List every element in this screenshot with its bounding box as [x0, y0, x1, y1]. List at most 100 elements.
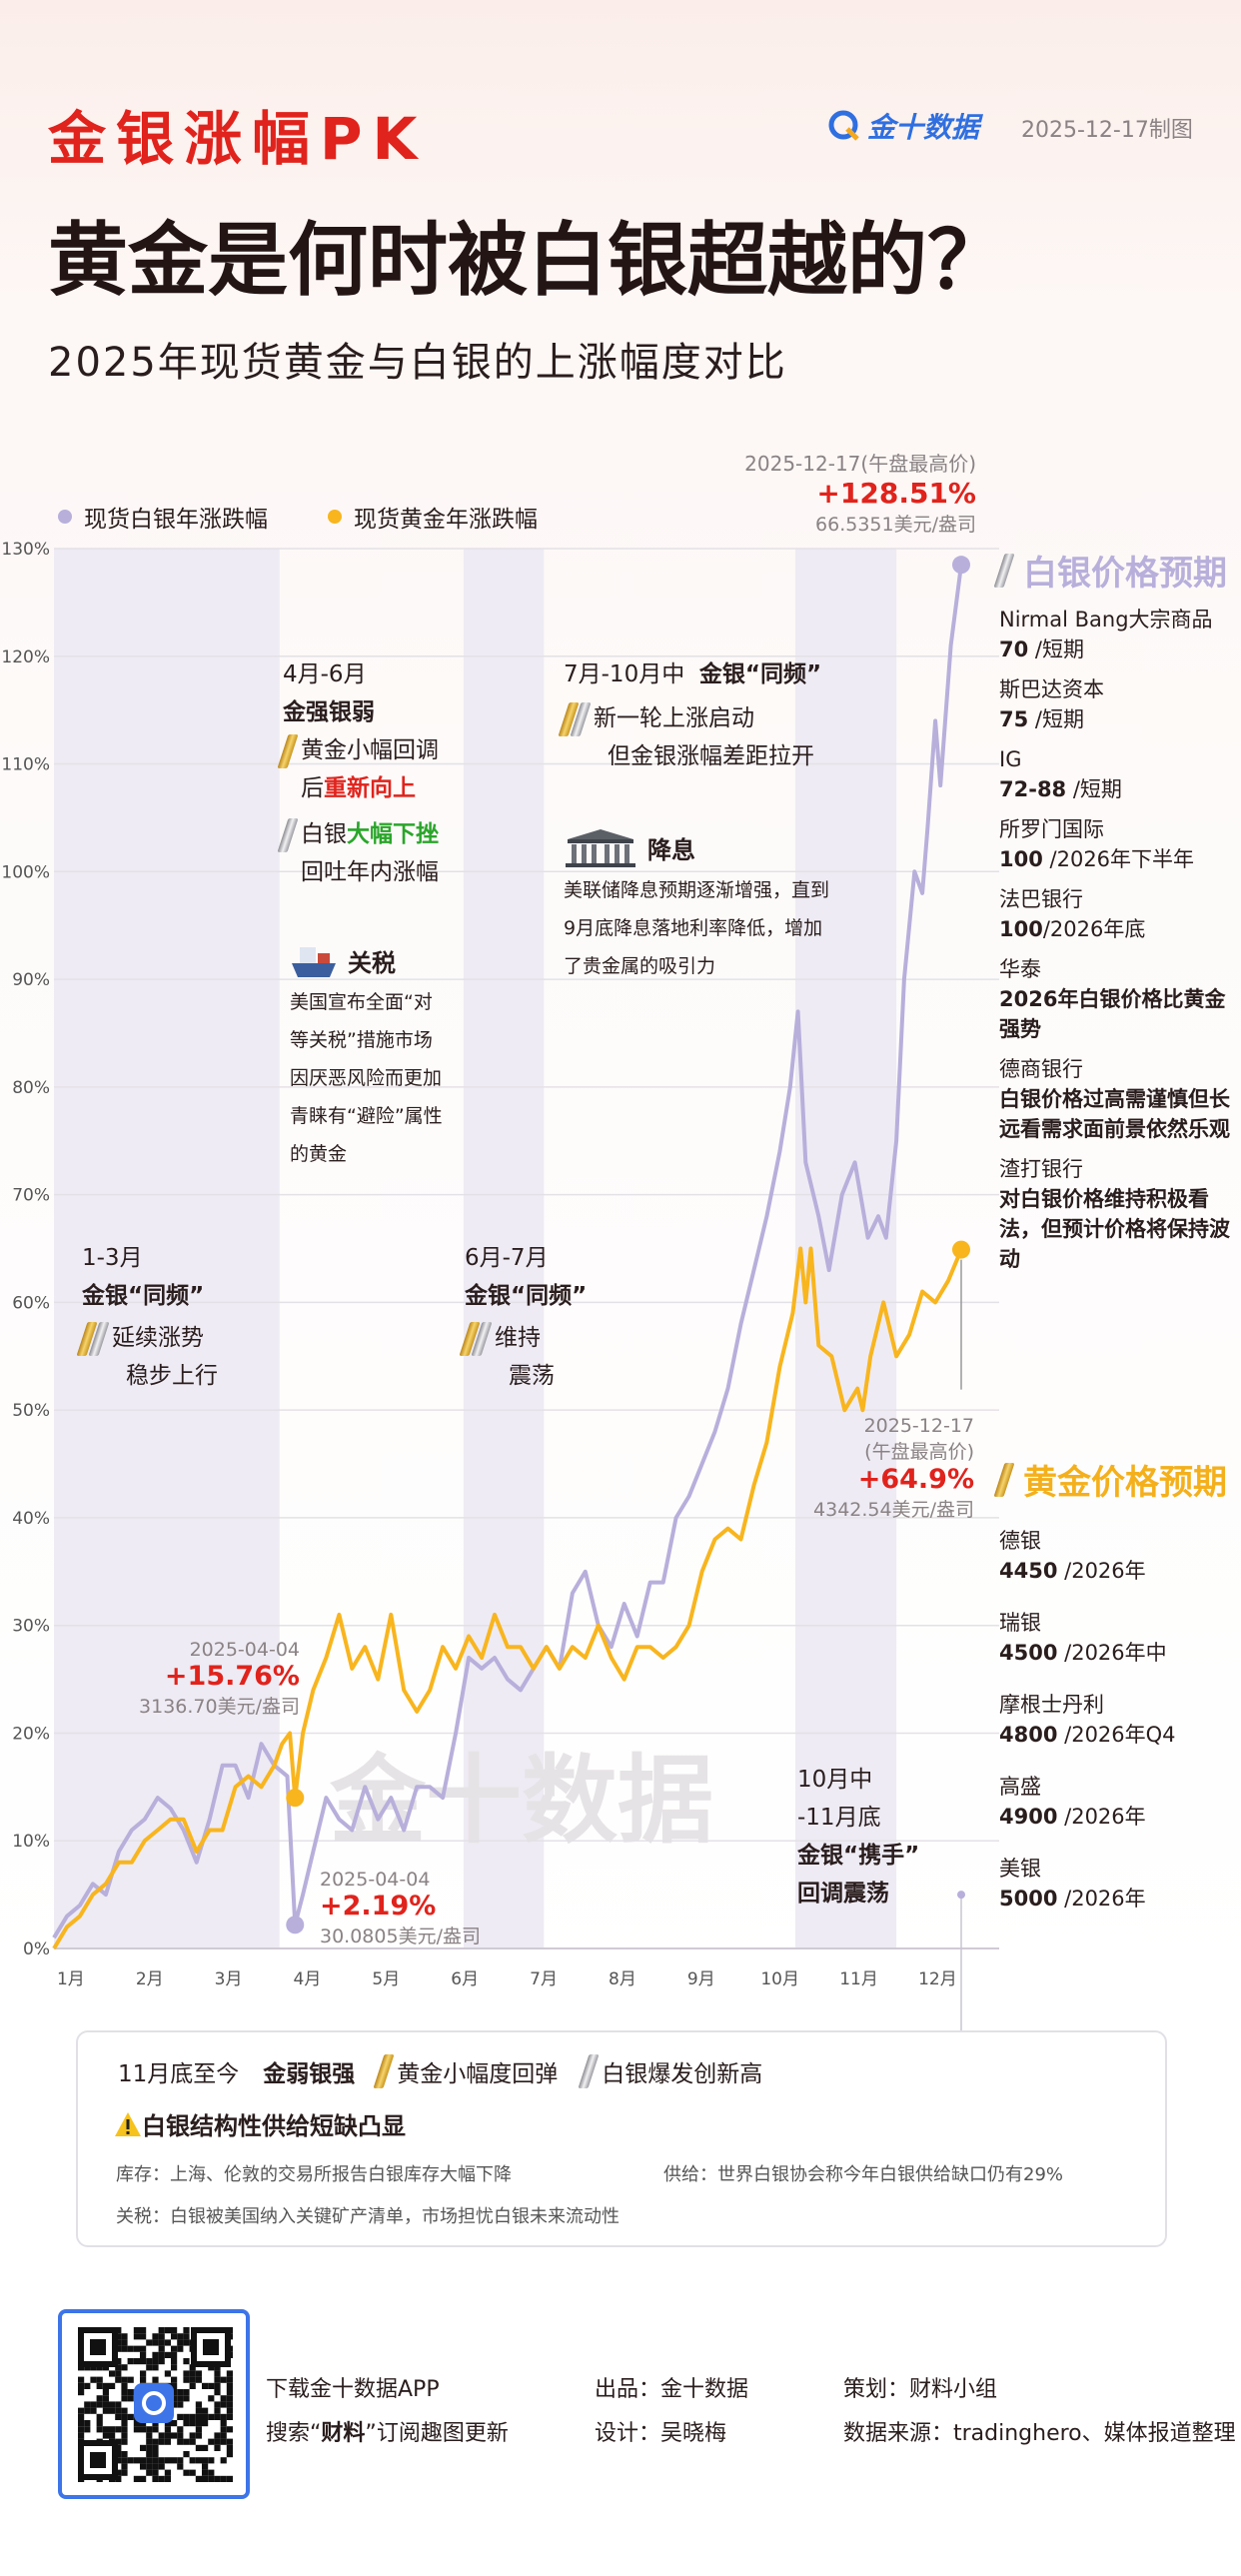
x-tick-label: 7月 [530, 1969, 558, 1989]
tariff-line: 美国宣布全面“对 [290, 991, 433, 1013]
summary-supply: 供给：世界白银协会称今年白银供给缺口仍有29% [663, 2164, 1064, 2185]
period-title: 回调震荡 [797, 1881, 889, 1907]
summary-header: 11月底至今 金弱银强 黄金小幅度回弹 白银爆发创新高 [118, 2054, 762, 2088]
forecast-institution: 美银 [999, 1857, 1041, 1881]
qr-code[interactable] [58, 2309, 250, 2499]
period-label: -11月底 [797, 1805, 881, 1831]
brand-q-icon [828, 110, 859, 141]
forecast-value: 70 [999, 638, 1029, 661]
forecast-term: /2026年 [1057, 1887, 1146, 1911]
gold-forecast-panel: 黄金价格预期 德银 4450 /2026年 瑞银 4500 /2026年中 摩根士丹利 4… [993, 1455, 1239, 1914]
note-text: 维持 [495, 1325, 541, 1351]
note-text: 新一轮上涨启动 [594, 705, 754, 731]
note-text: 但金银涨幅差距拉开 [608, 743, 814, 769]
forecast-value: 100 [999, 917, 1043, 941]
legend-gold-dot [328, 510, 342, 524]
y-tick-label: 20% [12, 1724, 50, 1744]
note-text: 后 [301, 775, 324, 801]
y-tick-label: 30% [12, 1617, 50, 1637]
forecast-value: 75 [999, 707, 1029, 731]
y-tick-label: 0% [23, 1939, 50, 1959]
rate-cut-line: 美联储降息预期逐渐增强，直到 [564, 879, 830, 901]
forecast-institution: Nirmal Bang大宗商品 [999, 608, 1213, 632]
note-text: 回吐年内涨幅 [301, 859, 439, 885]
x-tick-label: 6月 [451, 1969, 479, 1989]
silver-forecast-panel: 白银价格预期 Nirmal Bang大宗商品 70 /短期 斯巴达资本 75 /短期 I… [993, 546, 1239, 1274]
y-tick-label: 90% [12, 970, 50, 990]
forecast-institution: 渣打银行 [999, 1157, 1083, 1181]
forecast-item: 斯巴达资本 75 /短期 [999, 674, 1239, 734]
period-title: 金强银弱 [283, 699, 375, 725]
page-title: 黄金是何时被白银超越的？ [48, 214, 1007, 307]
forecast-term: /2026年 [1057, 1559, 1146, 1583]
note-text: 震荡 [509, 1363, 555, 1389]
tariff-title: 关税 [348, 948, 396, 977]
x-tick-label: 2月 [136, 1969, 164, 1989]
y-tick-label: 80% [12, 1078, 50, 1098]
forecast-value: 4900 [999, 1805, 1058, 1829]
annotation-rate-cut: 降息 美联储降息预期逐渐增强，直到 9月底降息落地利率降低，增加 了贵金属的吸引… [564, 827, 829, 985]
period-title: 金银“同频” [465, 1283, 588, 1309]
highlight-band [463, 549, 545, 1948]
warning-icon [115, 2111, 141, 2136]
period-label: 7月-10月中 [564, 661, 685, 687]
y-tick-label: 120% [1, 647, 50, 667]
gold-end-date: 2025-12-17 [863, 1415, 974, 1437]
forecast-value: 72-88 [999, 777, 1067, 801]
x-tick-label: 4月 [294, 1969, 322, 1989]
summary-warning: 白银结构性供给短缺凸显 [114, 2106, 406, 2141]
cargo-ship-icon [292, 947, 336, 977]
silver-end-date: 2025-12-17(午盘最高价) [744, 452, 976, 476]
annotation-jun-jul: 6月-7月 金银“同频” 维持 震荡 [459, 1239, 588, 1395]
annotation-apr-jun: 4月-6月 金强银弱 黄金小幅回调 后重新向上 白银大幅下挫 回吐年内涨幅 [277, 655, 439, 891]
forecast-term: /短期 [1066, 777, 1122, 801]
summary-box: 11月底至今 金弱银强 黄金小幅度回弹 白银爆发创新高 白银结构性供给短缺凸显 … [76, 2030, 1167, 2247]
summary-silver: 白银爆发创新高 [602, 2061, 763, 2087]
gold-forecast-title: 黄金价格预期 [1023, 1463, 1227, 1503]
forecast-item: 所罗门国际 100 /2026年下半年 [999, 814, 1239, 874]
gold-end-price: 4342.54美元/盎司 [813, 1499, 974, 1521]
warning-text: 白银结构性供给短缺凸显 [142, 2112, 406, 2140]
forecast-item: 瑞银 4500 /2026年中 [999, 1608, 1239, 1668]
note-highlight: 重新向上 [324, 775, 416, 801]
x-tick-label: 9月 [687, 1969, 715, 1989]
connector-dot [957, 1891, 965, 1900]
silver-apr-date: 2025-04-04 [320, 1869, 431, 1891]
brand-logo: 金十数据 [827, 106, 979, 146]
x-tick-label: 1月 [57, 1969, 85, 1989]
watermark: 金十数据 [329, 1745, 713, 1857]
summary-title: 金弱银强 [263, 2061, 356, 2087]
forecast-value: 4450 [999, 1559, 1058, 1583]
silver-apr-point [286, 1916, 305, 1934]
silver-end-price: 66.5351美元/盎司 [815, 514, 976, 536]
gold-apr-point [286, 1789, 305, 1808]
gold-end-point [952, 1240, 970, 1259]
forecast-value: 5000 [999, 1887, 1058, 1911]
y-tick-label: 130% [1, 540, 50, 560]
forecast-term: /短期 [1028, 707, 1084, 731]
y-tick-label: 40% [12, 1509, 50, 1529]
legend-silver-label: 现货白银年涨跌幅 [84, 507, 268, 533]
note-text: 黄金小幅回调 [301, 737, 439, 763]
annotation-jan-mar: 1-3月 金银“同频” 延续涨势 稳步上行 [76, 1239, 218, 1395]
silver-bar-icon [578, 2054, 600, 2088]
x-tick-label: 8月 [609, 1969, 636, 1989]
rate-cut-line: 9月底降息落地利率降低，增加 [564, 917, 823, 939]
silver-end-label: 2025-12-17(午盘最高价) +128.51% 66.5351美元/盎司 [744, 448, 976, 537]
period-label: 1-3月 [82, 1245, 143, 1271]
designer: 设计：吴晓梅 [595, 2421, 727, 2446]
gold-apr-value: +15.76% [164, 1661, 300, 1692]
footer-credits: 出品：金十数据 设计：吴晓梅 [595, 2368, 748, 2456]
period-title: 金银“同频” [698, 661, 822, 687]
gold-apr-date: 2025-04-04 [189, 1639, 300, 1661]
gold-end-note: (午盘最高价) [864, 1441, 974, 1463]
forecast-term: /2026年底 [1042, 917, 1146, 941]
page-subtitle: 2025年现货黄金与白银的上涨幅度对比 [48, 340, 787, 386]
brand-name: 金十数据 [867, 111, 980, 144]
x-tick-label: 12月 [918, 1969, 957, 1989]
qr-pattern [78, 2327, 233, 2482]
note-text: 白银 [301, 821, 347, 847]
forecast-item: 法巴银行 100/2026年底 [999, 884, 1239, 944]
forecast-institution: 摩根士丹利 [999, 1693, 1104, 1717]
